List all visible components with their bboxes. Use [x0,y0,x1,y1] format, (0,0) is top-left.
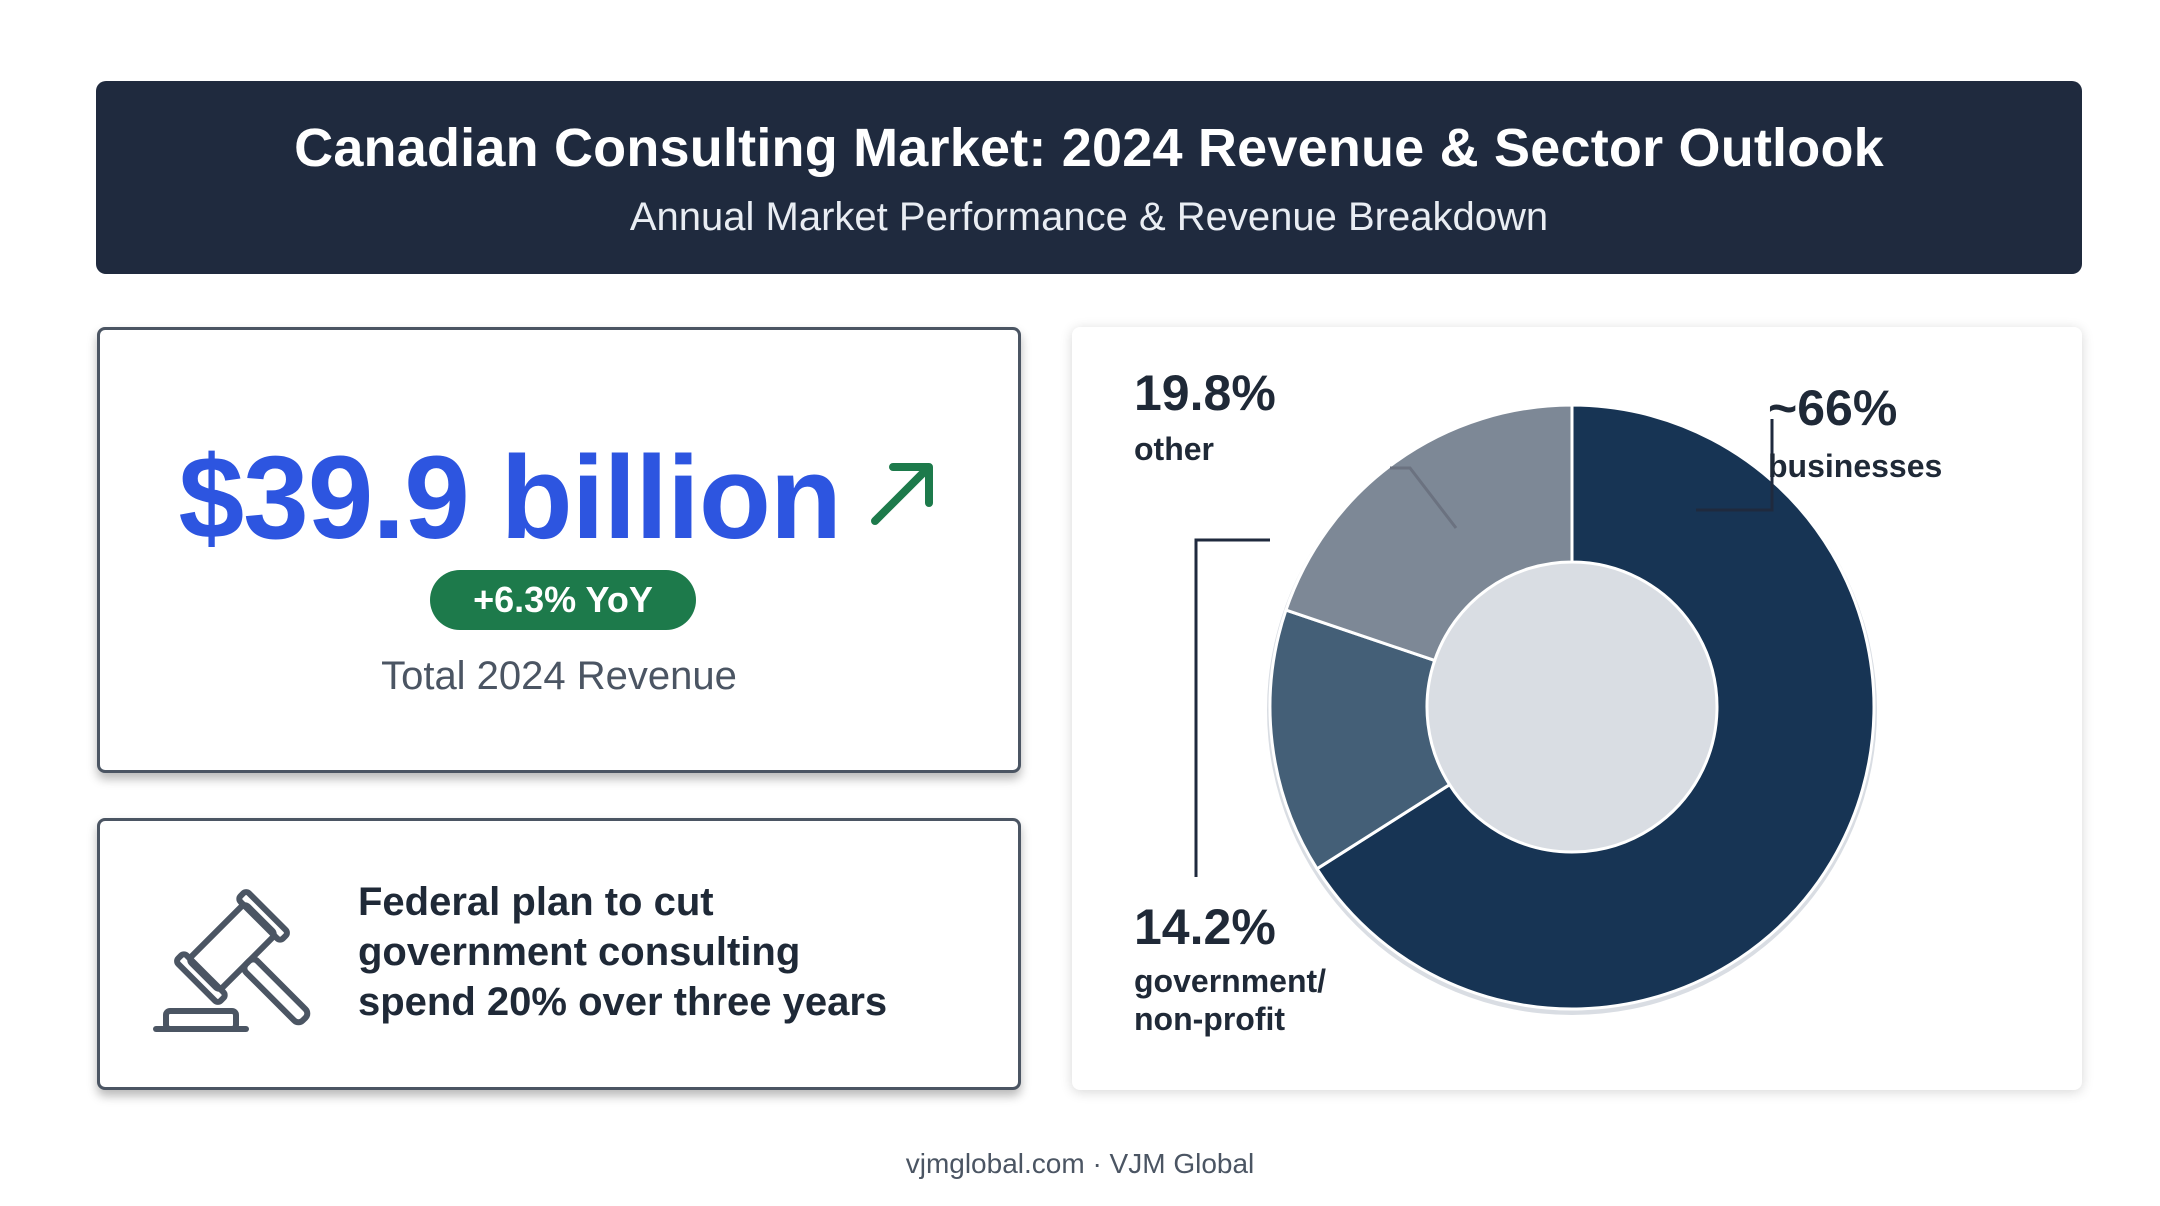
data-label-other: 19.8% [1134,365,1276,421]
data-label-businesses: ~66% [1768,380,1897,436]
page-title: Canadian Consulting Market: 2024 Revenue… [294,118,1884,178]
category-label-government-non-profit: government/non-profit [1134,963,1326,1037]
donut-slice-government-non-profit [1268,608,1452,871]
revenue-card: $39.9 billion +6.3% YoY Total 2024 Reven… [97,327,1021,773]
leader-line-businesses [1696,419,1774,512]
arrow-up-right-icon [867,457,939,534]
donut-slice-other [1284,403,1574,663]
data-label-government-non-profit: 14.2% [1134,899,1276,955]
revenue-row: $39.9 billion [100,430,1018,566]
leader-line-other [1390,466,1458,529]
policy-text: Federal plan to cut government consultin… [358,877,998,1027]
revenue-value: $39.9 billion [178,432,842,564]
page-subtitle: Annual Market Performance & Revenue Brea… [629,195,1549,239]
policy-line-1: Federal plan to cut [358,880,714,924]
chart-card: ~66% businesses 14.2% government/non-profit… [1072,327,2082,1090]
category-label-businesses: businesses [1768,448,1942,484]
policy-line-2: government consulting [358,930,801,974]
category-label-other: other [1134,431,1214,467]
donut-slice-businesses [1314,403,1876,1011]
policy-card: Federal plan to cut government consultin… [97,818,1021,1090]
gavel-icon [146,877,326,1042]
header-banner: Canadian Consulting Market: 2024 Revenue… [96,81,2082,274]
leader-line-government-non-profit [1194,538,1270,877]
donut-chart: ~66% businesses 14.2% government/non-profit… [1134,365,1942,1037]
policy-line-3: spend 20% over three years [358,980,888,1024]
growth-badge: +6.3% YoY [430,570,696,630]
revenue-caption: Total 2024 Revenue [381,654,737,698]
footer-credit: vjmglobal.com · VJM Global [905,1148,1255,1179]
